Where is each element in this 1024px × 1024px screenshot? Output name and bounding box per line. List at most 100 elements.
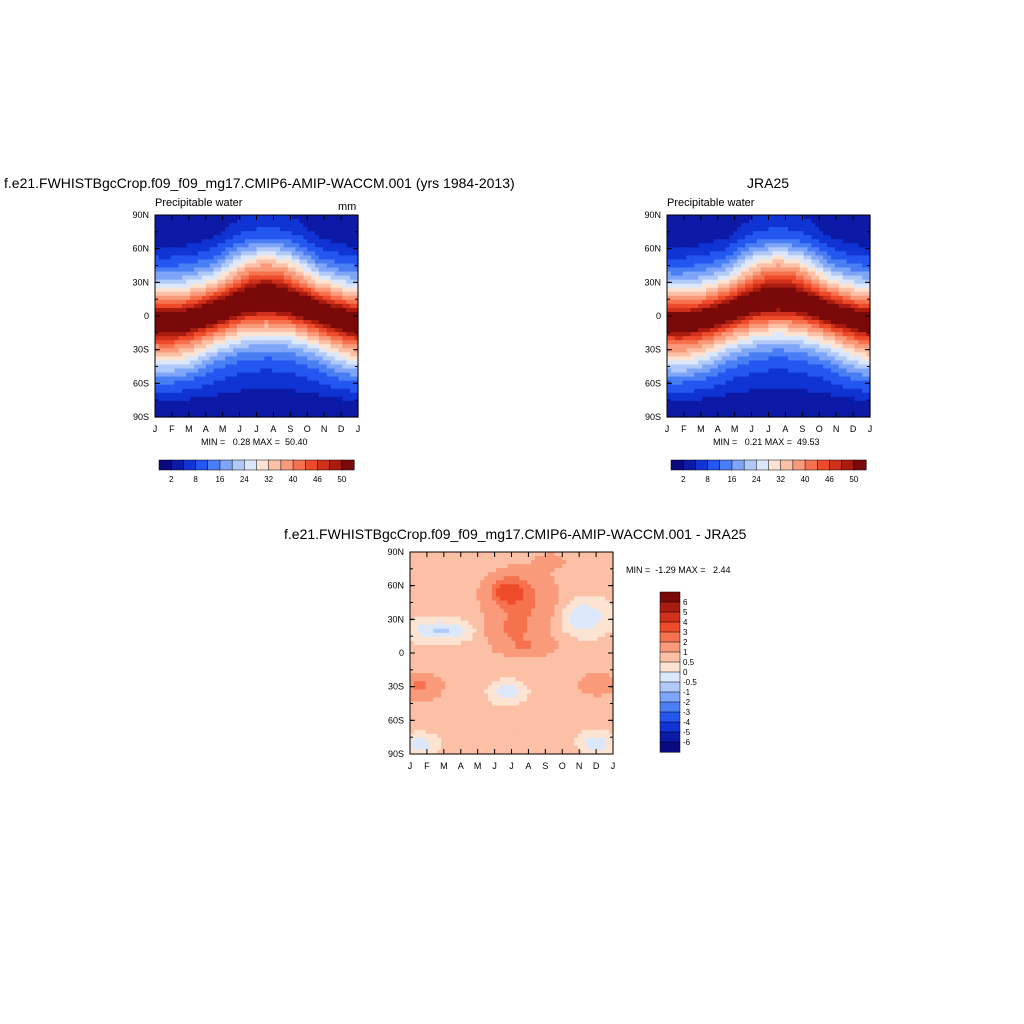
heatmap-cell — [686, 316, 692, 321]
heatmap-cell — [330, 376, 336, 382]
heatmap-cell — [338, 247, 343, 252]
heatmap-cell — [264, 392, 269, 398]
heatmap-cell — [346, 223, 351, 228]
heatmap-cell — [667, 316, 672, 321]
heatmap-cell — [260, 352, 265, 357]
heatmap-cell — [354, 368, 359, 374]
heatmap-cell — [186, 235, 191, 240]
heatmap-cell — [213, 243, 219, 248]
heatmap-cell — [283, 388, 289, 394]
heatmap-cell — [791, 356, 797, 362]
heatmap-cell — [213, 231, 219, 236]
heatmap-cell — [866, 340, 871, 345]
heatmap-cell — [846, 239, 852, 244]
heatmap-cell — [667, 340, 672, 345]
heatmap-cell — [823, 316, 828, 321]
heatmap-cell — [823, 303, 828, 309]
heatmap-cell — [725, 223, 731, 228]
heatmap-cell — [834, 311, 840, 317]
heatmap-cell — [338, 283, 343, 289]
heatmap-cell — [201, 392, 207, 398]
heatmap-cell — [838, 255, 844, 261]
heatmap-cell — [162, 267, 168, 273]
heatmap-cell — [229, 239, 234, 244]
heatmap-cell — [256, 215, 261, 220]
heatmap-cell — [276, 364, 281, 370]
heatmap-cell — [236, 239, 242, 244]
heatmap-cell — [713, 291, 719, 297]
heatmap-cell — [795, 364, 801, 370]
heatmap-cell — [162, 219, 168, 224]
heatmap-cell — [217, 340, 222, 345]
heatmap-cell — [194, 275, 199, 281]
heatmap-cell — [229, 219, 234, 224]
heatmap-cell — [225, 400, 230, 406]
heatmap-cell — [748, 231, 754, 236]
heatmap-cell — [780, 307, 785, 313]
heatmap-cell — [827, 320, 832, 325]
heatmap-cell — [354, 372, 359, 378]
heatmap-cell — [776, 372, 781, 378]
heatmap-cell — [772, 368, 777, 374]
heatmap-cell — [795, 328, 801, 333]
heatmap-cell — [248, 219, 254, 224]
heatmap-cell — [197, 372, 203, 378]
heatmap-cell — [823, 372, 828, 378]
heatmap-cell — [807, 239, 813, 244]
heatmap-cell — [334, 235, 340, 240]
heatmap-cell — [244, 320, 250, 325]
heatmap-cell — [315, 344, 320, 349]
heatmap-cell — [303, 255, 308, 261]
heatmap-cell — [850, 227, 855, 232]
heatmap-cell — [155, 251, 160, 256]
heatmap-cell — [733, 295, 738, 301]
heatmap-cell — [213, 408, 219, 414]
heatmap-cell — [166, 311, 172, 317]
heatmap-cell — [815, 307, 820, 313]
heatmap-cell — [729, 316, 734, 321]
heatmap-cell — [233, 295, 238, 301]
heatmap-cell — [236, 336, 242, 341]
heatmap-cell — [838, 231, 844, 236]
heatmap-cell — [244, 372, 250, 378]
heatmap-cell — [194, 219, 199, 224]
heatmap-cell — [318, 332, 324, 337]
heatmap-cell — [702, 299, 707, 305]
heatmap-cell — [268, 320, 273, 325]
heatmap-cell — [698, 247, 703, 252]
heatmap-cell — [733, 255, 738, 261]
heatmap-cell — [221, 239, 226, 244]
heatmap-cell — [303, 279, 308, 285]
heatmap-cell — [772, 316, 777, 321]
heatmap-cell — [162, 287, 168, 293]
heatmap-cell — [667, 372, 672, 378]
heatmap-cell — [334, 263, 340, 269]
heatmap-cell — [166, 344, 172, 349]
heatmap-cell — [311, 404, 316, 410]
heatmap-cell — [752, 279, 758, 285]
heatmap-cell — [725, 219, 731, 224]
heatmap-cell — [311, 400, 316, 406]
heatmap-cell — [694, 243, 699, 248]
heatmap-cell — [225, 340, 230, 345]
heatmap-cell — [830, 348, 836, 353]
heatmap-cell — [213, 372, 219, 378]
heatmap-cell — [772, 291, 777, 297]
heatmap-cell — [811, 328, 816, 333]
model-colorbar: 2 8 16 24 32 40 46 50 — [158, 459, 355, 484]
heatmap-cell — [225, 368, 230, 374]
heatmap-cell — [260, 291, 265, 297]
heatmap-cell — [733, 336, 738, 341]
heatmap-cell — [862, 311, 867, 317]
heatmap-cell — [166, 267, 172, 273]
heatmap-cell — [217, 235, 222, 240]
heatmap-cell — [244, 239, 250, 244]
heatmap-cell — [342, 344, 347, 349]
heatmap-cell — [236, 247, 242, 252]
heatmap-cell — [690, 344, 695, 349]
heatmap-cell — [201, 235, 207, 240]
heatmap-cell — [745, 328, 750, 333]
heatmap-cell — [862, 275, 867, 281]
heatmap-cell — [201, 263, 207, 269]
heatmap-cell — [264, 283, 269, 289]
